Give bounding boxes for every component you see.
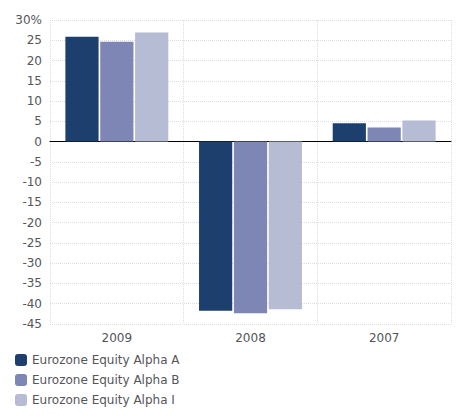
svg-text:10: 10 [27, 94, 42, 108]
svg-text:-40: -40 [22, 297, 42, 311]
svg-text:-20: -20 [22, 216, 42, 230]
svg-text:0: 0 [34, 135, 42, 149]
svg-text:15: 15 [27, 74, 42, 88]
svg-text:2007: 2007 [369, 331, 400, 345]
svg-text:5: 5 [34, 114, 42, 128]
svg-text:Eurozone Equity Alpha B: Eurozone Equity Alpha B [32, 373, 180, 387]
svg-text:-45: -45 [22, 317, 42, 331]
svg-text:-10: -10 [22, 175, 42, 189]
svg-text:Eurozone Equity Alpha I: Eurozone Equity Alpha I [32, 393, 175, 407]
svg-text:25: 25 [27, 33, 42, 47]
svg-text:-5: -5 [30, 155, 42, 169]
svg-text:-35: -35 [22, 276, 42, 290]
svg-text:-15: -15 [22, 195, 42, 209]
svg-text:Eurozone Equity Alpha A: Eurozone Equity Alpha A [32, 353, 180, 367]
svg-text:-25: -25 [22, 236, 42, 250]
svg-text:30%: 30% [15, 13, 42, 27]
svg-text:20: 20 [27, 54, 42, 68]
svg-text:2009: 2009 [102, 331, 133, 345]
svg-text:-30: -30 [22, 256, 42, 270]
svg-text:2008: 2008 [235, 331, 266, 345]
